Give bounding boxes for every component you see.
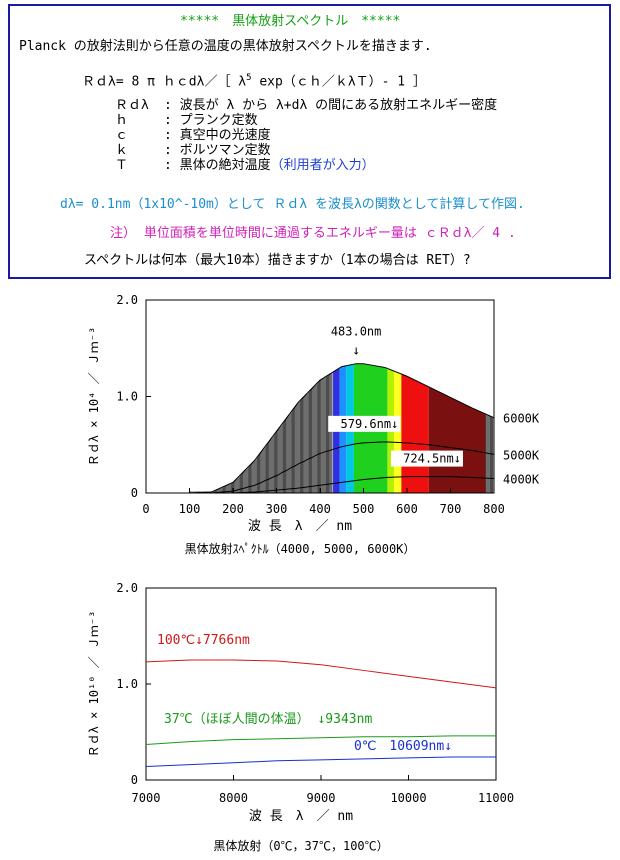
- y-tick-label: 2.0: [116, 293, 138, 307]
- formula-exponent: 5: [246, 73, 252, 83]
- formula: Ｒｄλ= 8 π ｈｃdλ／［ λ5 exp（ｃｈ／ｋλＴ）- 1 ］: [82, 71, 426, 89]
- curve-label: 37℃（ほぼ人間の体温） ↓9343nm: [164, 712, 372, 727]
- y-tick-label: 1.0: [116, 677, 138, 691]
- spectrum-chart-celsius: 100℃↓7766nm 37℃（ほぼ人間の体温） ↓9343nm 0℃ 10609n…: [87, 581, 514, 853]
- spectrum-chart-kelvin: 6000K 5000K 4000K 0 100 200 300 400 500 600 700 800…: [87, 293, 540, 556]
- peak-label: 579.6nm↓: [341, 417, 399, 431]
- x-tick-label: 800: [483, 502, 505, 516]
- y-tick-label: 1.0: [116, 390, 138, 404]
- spectrum-band: [401, 373, 429, 493]
- intro-line: Planck の放射法則から任意の温度の黒体放射スペクトルを描きます.: [19, 39, 432, 54]
- x-tick-label: 9000: [307, 791, 336, 805]
- peak-label: 483.0nm: [331, 325, 382, 339]
- x-tick-label: 400: [309, 502, 331, 516]
- def-desc: : プランク定数: [164, 113, 258, 128]
- y-tick-label: 0: [131, 486, 138, 500]
- x-axis-label: 波 長 λ ／ nm: [249, 809, 353, 824]
- x-tick-label: 300: [266, 502, 288, 516]
- x-tick-label: 8000: [219, 791, 248, 805]
- x-tick-label: 0: [142, 502, 149, 516]
- series-line: [189, 363, 495, 494]
- y-tick-label: 2.0: [116, 581, 138, 595]
- curve-label: 0℃ 10609nm↓: [354, 739, 452, 754]
- def-desc-text: : 黒体の絶対温度: [164, 158, 271, 173]
- intro-panel: ***** 黒体放射スペクトル ***** Planck の放射法則から任意の温…: [8, 4, 611, 279]
- def-desc: : 波長が λ から λ+dλ の間にある放射エネルギー密度: [164, 98, 498, 113]
- calc-note: dλ= 0.1nm（1x10^-10m）として Ｒｄλ を波長λの関数として計算…: [60, 197, 525, 212]
- peak-label-bg: [328, 415, 401, 432]
- spectrum-band: [393, 371, 402, 493]
- formula-main: Ｒｄλ= 8 π ｈｃdλ／［ λ: [82, 74, 247, 90]
- series-line: [189, 476, 495, 494]
- peak-label: 724.5nm↓: [403, 452, 461, 466]
- def-desc: : ボルツマン定数: [164, 143, 271, 158]
- y-axis-label: Ｒｄλ × 10⁴ ／ Ｊｍ⁻³: [87, 327, 101, 466]
- def-symbol: ｈ: [115, 113, 129, 128]
- def-symbol: Ｔ: [115, 158, 129, 173]
- y-axis-label: Ｒｄλ × 10¹⁰ ／ Ｊｍ⁻³: [87, 611, 101, 758]
- energy-note: 注） 単位面積を単位時間に通過するエネルギー量は ｃＲｄλ／ 4 .: [110, 226, 516, 241]
- peak-arrow: ↓: [352, 344, 360, 359]
- curve-label: 100℃↓7766nm: [157, 633, 250, 648]
- page-title: ***** 黒体放射スペクトル *****: [180, 14, 401, 29]
- formula-tail: exp（ｃｈ／ｋλＴ）- 1 ］: [251, 74, 426, 90]
- y-tick-label: 0: [131, 773, 138, 787]
- peak-label-bg: [390, 450, 463, 467]
- x-axis-label: 波 長 λ ／ nm: [248, 519, 352, 534]
- series-label: 6000K: [503, 412, 540, 426]
- x-tick-label: 7000: [132, 791, 161, 805]
- series-line: [145, 659, 497, 689]
- x-tick-label: 200: [222, 502, 244, 516]
- user-input-note: （利用者が入力）: [270, 158, 375, 173]
- chart-caption: 黒体放射ｽﾍﾟｸﾄﾙ（4000, 5000, 6000K）: [185, 541, 416, 556]
- def-symbol: Ｒｄλ: [115, 98, 149, 113]
- def-desc: : 真空中の光速度: [164, 128, 271, 143]
- series-label: 4000K: [503, 473, 540, 487]
- series-line: [189, 441, 495, 494]
- def-desc: : 黒体の絶対温度（利用者が入力）: [164, 158, 375, 173]
- x-tick-label: 700: [440, 502, 462, 516]
- x-tick-label: 500: [353, 502, 375, 516]
- x-tick-label: 11000: [478, 791, 514, 805]
- series-line: [145, 735, 496, 745]
- series-line: [145, 756, 496, 768]
- chart-caption: 黒体放射（0℃，37℃，100℃）: [213, 838, 388, 853]
- x-tick-label: 10000: [390, 791, 426, 805]
- count-prompt: スペクトルは何本（最大10本）描きますか（1本の場合は RET）?: [84, 253, 471, 268]
- def-symbol: ｋ: [115, 143, 129, 158]
- x-tick-label: 600: [396, 502, 418, 516]
- def-symbol: ｃ: [115, 128, 129, 143]
- x-tick-label: 100: [179, 502, 201, 516]
- series-label: 5000K: [503, 448, 540, 462]
